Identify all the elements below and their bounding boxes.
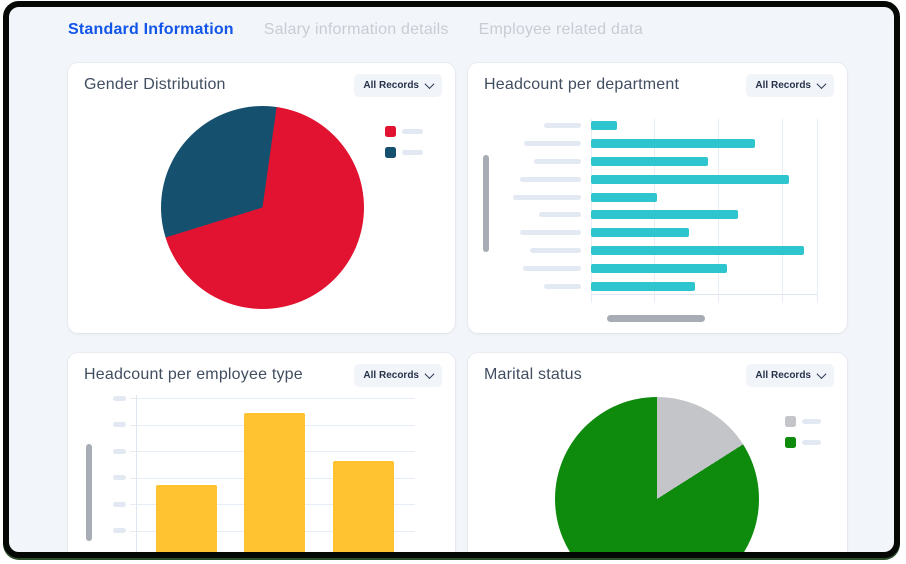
legend-swatch	[785, 437, 796, 448]
category-label-placeholder	[539, 212, 581, 218]
category-label-placeholder	[513, 194, 581, 200]
category-label-area	[468, 247, 581, 253]
legend-item-male	[385, 147, 423, 158]
legend-label-placeholder	[802, 419, 821, 424]
legend-swatch	[385, 126, 396, 137]
department-bar	[591, 121, 617, 131]
all-records-dropdown-gender[interactable]: All Records	[354, 74, 442, 97]
category-label-area	[468, 283, 581, 289]
legend-swatch	[785, 416, 796, 427]
category-label-placeholder	[544, 283, 581, 289]
x-axis-label-placeholder	[607, 315, 705, 322]
category-label-placeholder	[524, 141, 581, 147]
category-label-area	[468, 158, 581, 164]
department-bar	[591, 281, 695, 291]
legend-label-placeholder	[402, 129, 423, 134]
category-label-area	[468, 265, 581, 271]
chevron-down-icon	[816, 369, 827, 380]
y-axis-label-placeholder	[86, 444, 92, 541]
department-bar	[591, 174, 789, 184]
department-row	[468, 259, 817, 277]
department-bar	[591, 228, 689, 238]
gender-pie-chart	[161, 106, 364, 309]
y-tick-label-placeholder	[113, 501, 126, 507]
gridline	[782, 119, 783, 303]
card-headcount-per-employee-type: Headcount per employee type All Records	[68, 353, 455, 552]
chevron-down-icon	[816, 79, 827, 90]
department-row	[468, 224, 817, 242]
category-label-placeholder	[520, 230, 581, 236]
employee-type-bar	[156, 485, 217, 552]
department-row	[468, 170, 817, 188]
dropdown-label: All Records	[363, 370, 419, 381]
gridline	[817, 119, 818, 303]
card-headcount-per-department: Headcount per department All Records	[468, 63, 847, 333]
category-label-area	[468, 212, 581, 218]
department-row	[468, 153, 817, 171]
tab-employee-related-data[interactable]: Employee related data	[478, 21, 643, 38]
y-axis-line	[136, 395, 137, 552]
tab-standard-information[interactable]: Standard Information	[68, 21, 234, 38]
marital-pie-chart	[555, 397, 759, 552]
category-label-area	[468, 230, 581, 236]
department-bar-rows	[468, 117, 817, 295]
department-row	[468, 206, 817, 224]
department-bar	[591, 263, 727, 273]
department-row	[468, 135, 817, 153]
y-tick-label-placeholder	[113, 528, 126, 533]
card-title-employee-type: Headcount per employee type	[84, 366, 303, 383]
department-bar	[591, 210, 738, 220]
legend-item-female	[385, 126, 423, 137]
category-label-placeholder	[530, 247, 581, 253]
category-label-placeholder	[520, 176, 581, 182]
card-title-department: Headcount per department	[484, 76, 680, 93]
category-label-area	[468, 141, 581, 147]
employee-type-bars	[68, 353, 455, 552]
department-bar	[591, 245, 804, 255]
legend-swatch	[385, 147, 396, 158]
department-row	[468, 242, 817, 260]
dropdown-label: All Records	[755, 370, 811, 381]
card-marital-status: Marital status All Records	[468, 353, 847, 552]
legend-item-single	[785, 416, 821, 427]
card-title-gender: Gender Distribution	[84, 76, 226, 93]
all-records-dropdown-marital[interactable]: All Records	[746, 364, 834, 387]
department-bar	[591, 156, 708, 166]
department-row	[468, 188, 817, 206]
department-row	[468, 277, 817, 295]
y-tick-label-placeholder	[113, 448, 126, 454]
y-tick-label-placeholder	[113, 395, 126, 401]
department-row	[468, 117, 817, 135]
y-tick-label-placeholder	[113, 422, 126, 427]
employee-type-bar	[333, 461, 394, 552]
category-label-area	[468, 176, 581, 182]
all-records-dropdown-department[interactable]: All Records	[746, 74, 834, 97]
marital-legend	[785, 416, 821, 458]
all-records-dropdown-employee-type[interactable]: All Records	[354, 364, 442, 387]
y-tick-label-placeholder	[113, 475, 126, 480]
department-bar	[591, 139, 755, 149]
tab-salary-information-details[interactable]: Salary information details	[263, 21, 449, 38]
tab-bar: Standard Information Salary information …	[68, 21, 643, 39]
y-axis-label-placeholder	[483, 155, 489, 252]
legend-label-placeholder	[402, 150, 423, 155]
category-label-placeholder	[544, 123, 581, 129]
category-label-placeholder	[523, 265, 581, 271]
gridline	[130, 398, 415, 399]
category-label-area	[468, 194, 581, 200]
x-axis-line	[591, 294, 817, 295]
employee-type-bar	[244, 413, 305, 552]
dropdown-label: All Records	[363, 80, 419, 91]
chevron-down-icon	[424, 79, 435, 90]
department-bar	[591, 192, 657, 202]
gender-legend	[385, 126, 423, 168]
legend-item-married	[785, 437, 821, 448]
dropdown-label: All Records	[755, 80, 811, 91]
app-window: Standard Information Salary information …	[3, 1, 900, 558]
card-title-marital: Marital status	[484, 366, 582, 383]
legend-label-placeholder	[802, 440, 821, 445]
card-gender-distribution: Gender Distribution All Records	[68, 63, 455, 333]
category-label-placeholder	[534, 158, 581, 164]
category-label-area	[468, 123, 581, 129]
